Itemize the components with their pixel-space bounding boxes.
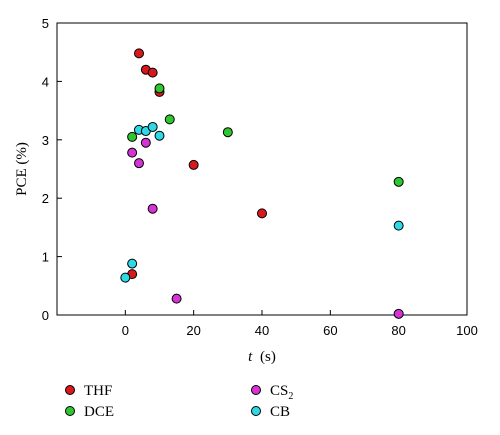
data-point	[188, 159, 199, 170]
series-cs2	[127, 137, 404, 319]
y-tick-label: 5	[42, 16, 49, 31]
data-points	[120, 48, 404, 319]
data-point	[127, 147, 138, 158]
legend-item-cb: CB	[251, 404, 290, 420]
data-point	[171, 293, 182, 304]
data-point	[134, 48, 144, 59]
x-axis-variable: t	[248, 349, 253, 365]
legend-label: CS2	[270, 383, 293, 402]
x-tick-label: 0	[122, 323, 129, 338]
data-point	[147, 67, 158, 78]
y-axis-title: PCE (%)	[14, 142, 30, 196]
legend-marker	[65, 385, 75, 395]
y-tick-label: 1	[42, 250, 49, 265]
x-axis-title: t (s)	[248, 349, 276, 365]
data-point	[120, 272, 131, 283]
x-tick-label: 60	[323, 323, 337, 338]
legend-label: CB	[270, 404, 290, 420]
y-tick-label: 0	[42, 308, 49, 323]
data-point	[257, 208, 267, 219]
x-tick-label: 40	[255, 323, 269, 338]
series-cb	[120, 121, 404, 283]
plot-frame	[56, 22, 468, 316]
data-point	[127, 258, 138, 269]
legend-marker	[65, 406, 75, 416]
legend-marker	[251, 406, 261, 416]
legend-item-thf: THF	[65, 383, 112, 399]
x-tick-label: 100	[456, 323, 478, 338]
data-point	[154, 130, 165, 141]
data-point	[164, 114, 175, 125]
legend-marker	[251, 385, 261, 395]
x-tick-label: 20	[186, 323, 200, 338]
x-axis-unit: (s)	[260, 349, 276, 365]
data-point	[147, 121, 158, 132]
data-point	[222, 127, 233, 138]
y-tick-label: 3	[42, 133, 49, 148]
data-point	[127, 131, 138, 142]
series-thf	[127, 48, 267, 280]
legend-item-dce: DCE	[65, 404, 114, 420]
legend-label: DCE	[84, 404, 114, 420]
data-point	[393, 220, 404, 231]
y-axis: 0 1 2 3 4 5	[42, 16, 62, 323]
x-axis: 0 20 40 60 80 100	[122, 310, 478, 338]
series-dce	[127, 83, 404, 187]
legend: THF DCE CS2 CB	[65, 383, 293, 420]
y-tick-label: 4	[42, 74, 49, 89]
data-point	[154, 83, 165, 94]
data-point	[393, 176, 404, 187]
y-tick-label: 2	[42, 191, 49, 206]
x-tick-label: 80	[391, 323, 405, 338]
data-point	[134, 158, 144, 169]
legend-label-subscript: 2	[288, 391, 293, 402]
data-point	[147, 203, 158, 214]
data-point	[140, 137, 151, 148]
legend-item-cs2: CS2	[251, 383, 293, 402]
data-point	[393, 308, 404, 319]
legend-label: THF	[84, 383, 112, 399]
